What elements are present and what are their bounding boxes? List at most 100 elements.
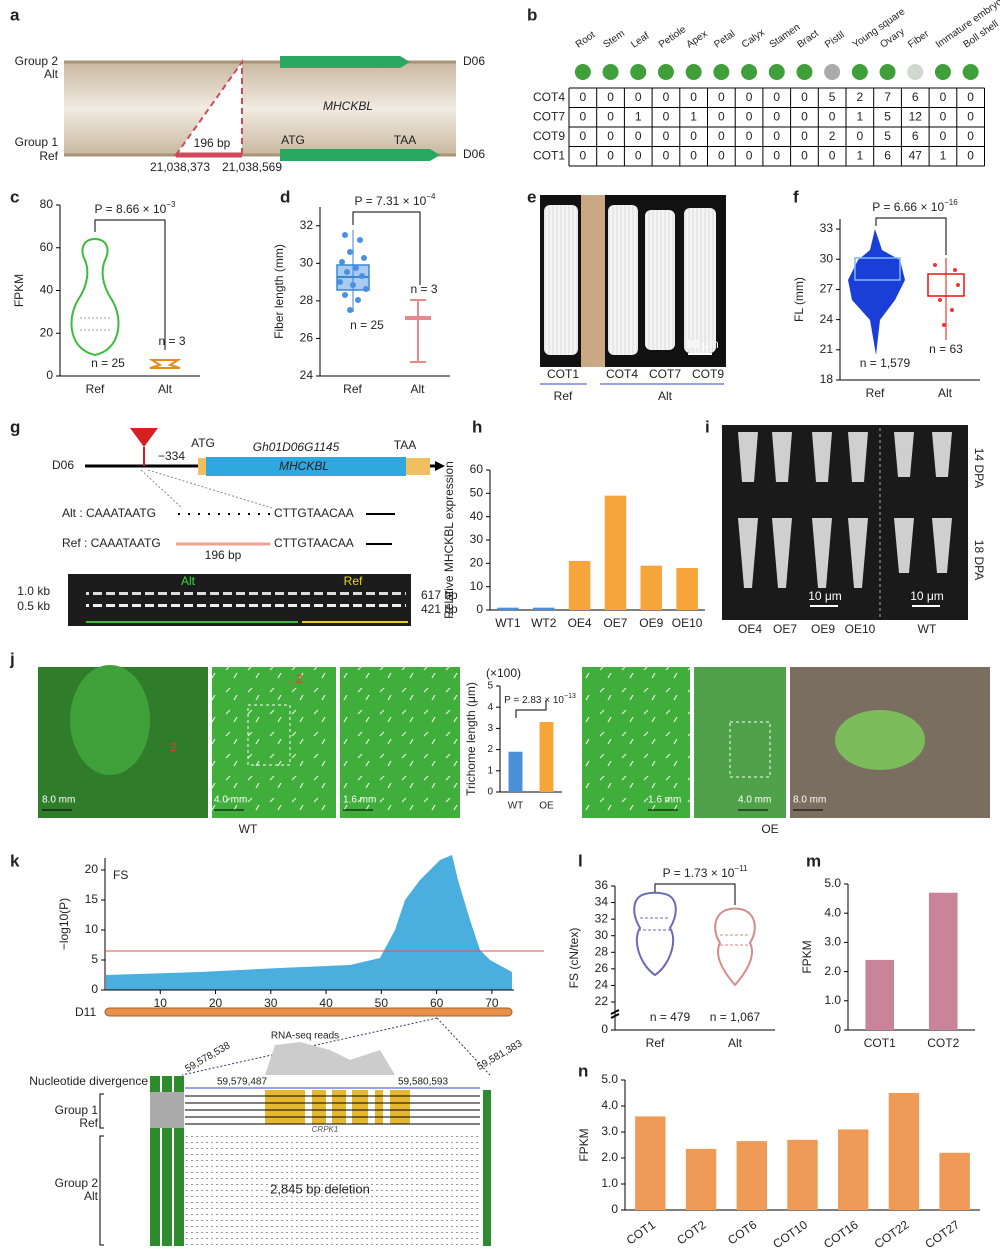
tissue-label: Leaf [629,30,651,50]
panel-g: g −334 ATG Gh01D06G1145 MHCKBL TAA D06 A… [10,417,458,626]
bar [508,751,523,792]
utr [406,458,430,475]
cell: 0 [801,109,808,123]
scale-text: 1.6 mm [648,795,681,806]
exons [265,1090,305,1124]
p-value: P = 6.66 × 10 [872,200,944,214]
y-tick-label: 30 [470,532,484,546]
zoom-guide [436,1017,491,1076]
bar [865,959,895,1030]
tissue-label: Petiole [657,24,689,51]
y-tick-label: 10 [85,922,99,936]
gene-arrow [280,56,410,68]
cell: 0 [663,129,670,143]
sample: OE7 [773,622,797,636]
text: 21,038,569 [222,160,282,174]
text: Nucleotide divergence [29,1074,148,1088]
y-tick-label: 80 [40,197,54,211]
text: D06 [463,54,485,68]
fiber [645,210,675,350]
gene-arrow [280,149,440,161]
y-tick-label: 5.0 [601,1072,618,1086]
y-tick-label: 4 [487,702,493,713]
photo [212,667,336,818]
y-tick-label: 0 [487,787,493,798]
panel-a: a Group 2 Alt Group 1 Ref D06 D06 MHCKBL… [10,5,485,174]
p-value: P = 6.66 × 10−16 [872,198,958,214]
y-tick-label: 18 [820,372,834,386]
y-tick-label: 1.0 [824,993,841,1007]
rna-coverage [265,1042,395,1075]
ovules [894,432,914,477]
arrowhead [435,461,445,471]
bar [736,1141,767,1210]
cell: 0 [718,129,725,143]
cell: 6 [912,90,919,104]
leaf-mark: 2 [170,740,177,754]
points [353,265,359,271]
chromosome-bar [104,1007,513,1017]
y-axis-label: FL (mm) [792,277,806,322]
y-tick-label: 30 [820,251,834,265]
panel-f: f P = 6.66 × 10−16 n = 1,579 n = 63 [793,187,965,370]
x-tick-label: Ref [343,382,362,396]
cell: 0 [635,129,642,143]
text: 2,845 bp deletion [270,1181,370,1196]
y-tick-label: 15 [85,892,99,906]
ovules [848,518,868,588]
x-tick-label: Ref [86,382,105,396]
sample: OE9 [811,622,835,636]
axis-break [610,1013,620,1019]
gel-label: Alt [181,574,196,588]
exons [332,1090,346,1124]
cell: 0 [580,148,587,162]
p-value: −4 [426,192,436,201]
points [344,269,350,275]
panel-label: h [472,417,482,436]
y-tick-label: 4.0 [601,1098,618,1112]
y-axis-label: Trichome length (μm) [464,682,478,796]
p-value: P = 1.73 × 10−11 [663,864,748,880]
text: 196 bp [205,548,242,562]
tissue-label: Apex [685,29,710,51]
tissue-icon [685,64,702,80]
points [950,308,954,312]
points [953,268,957,272]
p-value: P = 7.31 × 10−4 [355,192,437,208]
y-tick-label: 10 [470,579,484,593]
cell: 0 [746,90,753,104]
tissue-icon [768,64,785,80]
photo [694,667,786,818]
y-tick-label: 0 [611,1202,618,1216]
cell: 0 [580,109,587,123]
x-tick-label: Ref [646,1036,665,1050]
ovules [812,432,832,482]
x-tick-label: WT2 [531,616,557,630]
x-tick-label: COT16 [821,1217,861,1251]
y-axis-label: Relative MHCKBL expression [442,461,456,619]
y-tick-label: 24 [820,312,834,326]
group: Alt [658,389,673,403]
tissue-icon [602,64,619,80]
y-tick-label: 5 [91,952,98,966]
p-value: −16 [944,198,958,207]
cell: 0 [718,148,725,162]
region [64,62,456,155]
y-tick-label: 34 [595,895,609,909]
y-tick-label: 1.0 [601,1176,618,1190]
panel-label: f [793,187,799,206]
cell: 0 [607,90,614,104]
n-label: n = 25 [91,356,125,370]
cell: 0 [829,109,836,123]
text: 59,579,487 [217,1077,267,1088]
divergence-columns [162,1076,172,1246]
x-tick-label: COT27 [922,1217,962,1251]
y-tick-label: 60 [470,462,484,476]
y-tick-label: 21 [820,342,834,356]
p-value: −3 [166,200,176,209]
y-tick-label: 60 [40,240,54,254]
cell: 0 [580,90,587,104]
gene-id: Gh01D06G1145 [253,440,340,454]
ovules [772,518,792,588]
points [933,263,937,267]
